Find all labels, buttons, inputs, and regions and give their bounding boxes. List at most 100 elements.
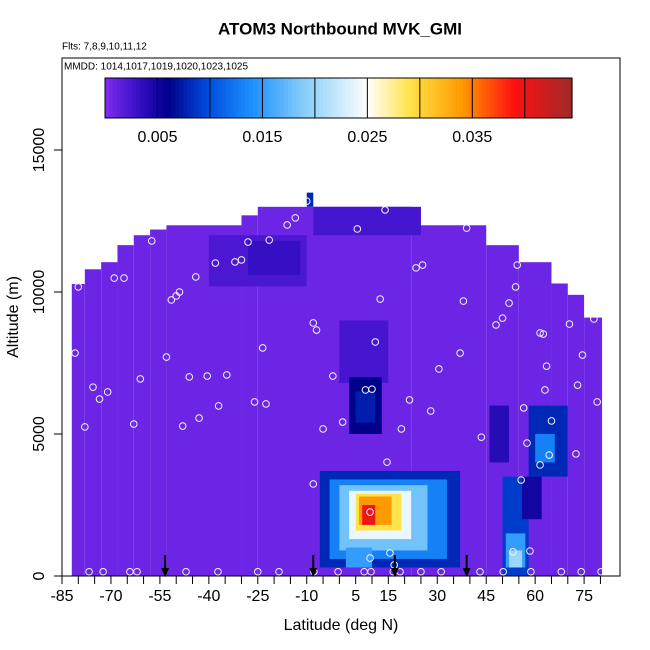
colorbar-swatch: [361, 78, 367, 118]
colorbar-swatch: [424, 78, 429, 118]
flight-point: [244, 238, 252, 246]
flight-point: [265, 236, 274, 244]
colorbar-swatch: [373, 78, 379, 118]
colorbar-swatch: [369, 78, 375, 118]
flight-point: [405, 396, 414, 404]
colorbar-swatch: [548, 78, 554, 118]
flight-point: [214, 567, 222, 576]
flight-point: [312, 326, 321, 334]
colorbar-swatch: [350, 78, 355, 118]
colorbar-swatch: [256, 78, 262, 118]
flight-point: [95, 395, 104, 403]
flight-point: [536, 329, 544, 337]
flight-point: [499, 567, 507, 576]
colorbar-swatch: [404, 78, 410, 118]
colorbar-swatch: [396, 78, 402, 118]
colorbar-swatch: [466, 78, 472, 118]
colorbar-swatch: [210, 78, 215, 118]
colorbar-swatch: [536, 78, 542, 118]
flight-point: [572, 450, 580, 458]
flight-point: [302, 197, 311, 205]
flight-point: [523, 439, 531, 447]
colorbar-swatch: [330, 78, 336, 118]
flight-point: [517, 476, 525, 484]
colorbar-swatch: [470, 78, 476, 118]
flight-point: [185, 373, 194, 381]
flight-point: [557, 567, 566, 576]
flight-point: [211, 259, 220, 267]
colorbar-swatch: [120, 78, 126, 118]
colorbar-swatch: [346, 78, 351, 118]
colorbar-swatch: [315, 78, 320, 118]
colorbar-swatch: [338, 78, 343, 118]
flight-point: [417, 567, 425, 576]
x-tick-label: -40: [197, 588, 220, 605]
plot-frame: [61, 57, 621, 577]
flight-point: [136, 375, 145, 383]
flight-point: [175, 288, 184, 296]
flight-point: [536, 461, 544, 469]
colorbar-swatch: [392, 78, 398, 118]
colorbar-swatch: [525, 78, 530, 118]
colorbar-swatch: [268, 78, 273, 118]
heat-cell: [241, 215, 258, 576]
colorbar-swatch: [443, 78, 449, 118]
flight-point: [509, 548, 517, 556]
colorbar-swatch: [435, 78, 441, 118]
flight-point: [110, 274, 119, 282]
flight-point: [103, 388, 112, 396]
colorbar-swatch: [400, 78, 406, 118]
colorbar-swatch: [202, 78, 207, 118]
colorbar-swatch: [322, 78, 328, 118]
colorbar-swatch: [474, 78, 480, 118]
flight-point: [383, 458, 391, 466]
colorbar-swatch: [334, 78, 340, 118]
flight-point: [376, 295, 384, 303]
x-tick-label: 45: [477, 588, 495, 605]
colorbar-swatch: [478, 78, 484, 118]
colorbar-swatch: [182, 78, 188, 118]
flight-point: [195, 414, 203, 422]
colorbar-tick-label: 0.025: [347, 129, 387, 146]
colorbar-swatch: [544, 78, 550, 118]
flight-point: [526, 547, 534, 555]
flight-point: [129, 420, 138, 428]
colorbar-swatch: [178, 78, 184, 118]
colorbar-swatch: [276, 78, 281, 118]
arrow-head: [462, 568, 471, 577]
flight-point: [368, 385, 376, 393]
flight-point: [590, 315, 598, 323]
colorbar-swatch: [237, 78, 242, 118]
colorbar-swatch: [171, 78, 176, 118]
heat-cell: [101, 262, 118, 576]
colorbar-swatch: [482, 78, 487, 118]
x-tick-label: -70: [99, 588, 122, 605]
flight-point: [329, 372, 337, 380]
flight-point: [426, 407, 435, 415]
colorbar-swatch: [420, 78, 425, 118]
colorbar-swatch: [116, 78, 122, 118]
flight-point: [178, 422, 187, 430]
colorbar-swatch: [529, 78, 534, 118]
flight-point: [222, 371, 231, 379]
flight-point: [505, 299, 513, 307]
heat-cell: [489, 405, 510, 463]
colorbar-swatch: [509, 78, 515, 118]
colorbar-swatch: [245, 78, 250, 118]
flight-point: [437, 567, 445, 576]
heat-cell: [522, 476, 542, 520]
flight-point: [476, 567, 484, 576]
x-tick-label: 60: [526, 588, 544, 605]
flight-point: [397, 425, 406, 433]
x-tick-label: -55: [148, 588, 171, 605]
colorbar-swatch: [225, 78, 231, 118]
colorbar-swatch: [307, 78, 312, 118]
colorbar-swatch: [264, 78, 270, 118]
heat-cell: [584, 317, 603, 576]
flight-point: [597, 567, 605, 576]
colorbar-swatch: [105, 78, 110, 118]
colorbar-swatch: [124, 78, 129, 118]
heat-cell: [355, 391, 376, 423]
colorbar-swatch: [280, 78, 285, 118]
colorbar-swatch: [498, 78, 503, 118]
